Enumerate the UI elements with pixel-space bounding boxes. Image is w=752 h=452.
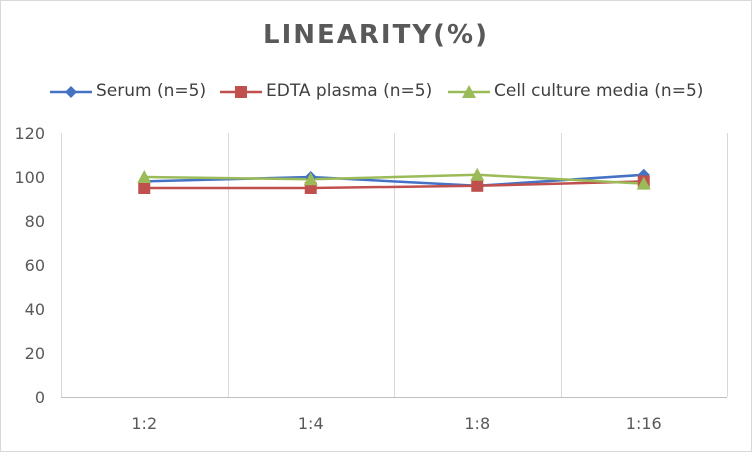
y-tick-label: 120 [14, 124, 45, 143]
legend-label-cell-culture-media: Cell culture media (n=5) [494, 81, 704, 101]
y-tick-label: 0 [35, 388, 45, 407]
legend-marker-cell-culture-media [448, 85, 490, 98]
y-tick-label: 100 [14, 168, 45, 187]
series-line-1 [144, 180, 644, 190]
series-line-2 [144, 173, 644, 185]
y-tick-label: 20 [25, 344, 45, 363]
data-point-triangle [137, 170, 152, 183]
legend-label-edta-plasma: EDTA plasma (n=5) [266, 81, 433, 101]
legend-marker-edta-plasma [220, 86, 262, 98]
chart-legend: Serum (n=5) EDTA plasma (n=5) Cell cultu… [0, 80, 752, 104]
y-tick-label: 80 [25, 212, 45, 231]
legend-label-serum: Serum (n=5) [96, 81, 207, 101]
x-tick-label: 1:16 [626, 414, 662, 433]
x-tick-label: 1:4 [298, 414, 324, 433]
data-point-triangle [470, 167, 485, 181]
legend-marker-serum [50, 86, 92, 98]
y-tick-label: 60 [25, 256, 45, 275]
y-tick-label: 40 [25, 300, 45, 319]
data-point-triangle [303, 172, 318, 186]
x-tick-label: 1:8 [464, 414, 490, 433]
x-tick-label: 1:2 [131, 414, 157, 433]
data-point-square [471, 179, 484, 192]
data-point-square [138, 182, 151, 194]
data-point-triangle [636, 176, 651, 190]
chart-title: LINEARITY(%) [263, 20, 489, 50]
